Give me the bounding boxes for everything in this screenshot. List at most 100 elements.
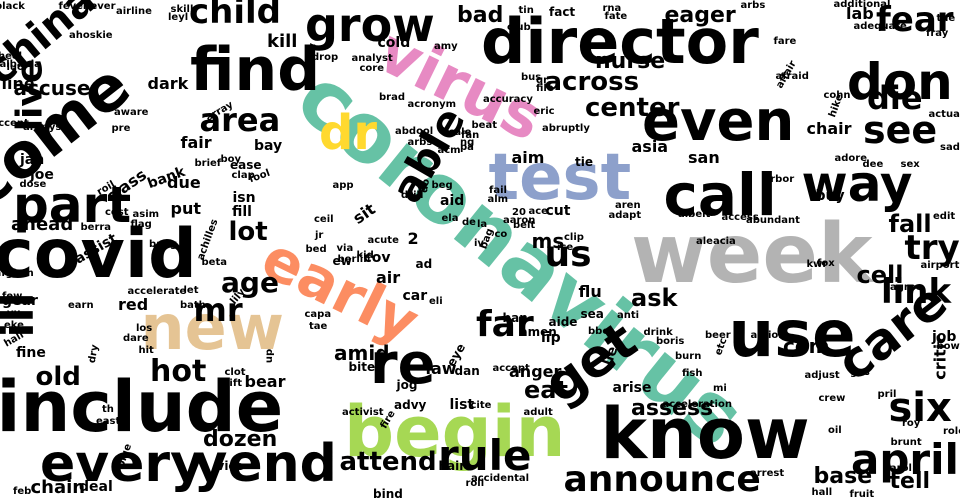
cloud-word: base — [813, 464, 873, 489]
cloud-word: arbs — [740, 0, 766, 11]
cloud-word: arbs — [407, 137, 433, 148]
cloud-word: eager — [664, 3, 736, 28]
cloud-word: job — [932, 329, 957, 345]
cloud-word: anti — [617, 310, 640, 321]
cloud-word: skill — [170, 4, 194, 15]
cloud-word: carol — [884, 463, 912, 474]
cloud-word: accidental — [471, 473, 530, 484]
cloud-word: mr — [193, 291, 243, 329]
cloud-word: chain — [30, 477, 86, 498]
cloud-word: clot — [224, 367, 246, 378]
cloud-word: fine — [16, 345, 46, 361]
cloud-word: buy — [815, 188, 845, 204]
cloud-word: adult — [523, 407, 553, 418]
cloud-word: cale — [448, 127, 472, 138]
cloud-word: six — [888, 385, 952, 431]
cloud-word: berlin — [337, 254, 371, 265]
cloud-word: sad — [940, 142, 960, 153]
cloud-word: cut — [545, 203, 571, 219]
cloud-word: los — [136, 323, 153, 334]
cloud-word: accept — [492, 363, 530, 374]
cloud-word: die — [867, 79, 923, 117]
cloud-word: cost — [105, 207, 129, 218]
cloud-word: beg — [431, 180, 453, 191]
cloud-word: ahead — [11, 214, 74, 235]
cloud-word: ever — [90, 1, 116, 12]
cloud-word: gas — [850, 367, 870, 378]
cloud-word: dark — [147, 74, 189, 93]
cloud-word: try — [904, 228, 960, 268]
cloud-word: burn — [675, 351, 702, 362]
cloud-word: crew — [818, 393, 846, 404]
cloud-word: grow — [305, 0, 435, 52]
cloud-word: eric — [533, 106, 555, 117]
cloud-word: hall — [811, 487, 833, 498]
cloud-word: fair — [180, 133, 212, 152]
cloud-word: adequate — [853, 21, 907, 32]
cloud-word: drop — [312, 52, 339, 63]
cloud-word: cohn — [823, 90, 851, 101]
cloud-word: every — [40, 434, 204, 494]
cloud-word: aide — [548, 315, 578, 329]
cloud-word: ceil — [314, 214, 334, 225]
cloud-word: joe — [30, 167, 54, 183]
cloud-word: ela — [441, 213, 459, 224]
cloud-word: aware — [114, 107, 149, 118]
cloud-word: due — [167, 173, 201, 192]
cloud-word: tie — [575, 155, 593, 169]
cloud-word: kill — [267, 31, 298, 52]
cloud-word: pre — [111, 123, 131, 134]
cloud-word: flu — [578, 282, 602, 301]
cloud-word: san — [688, 148, 720, 167]
cloud-word: new — [140, 291, 284, 364]
cloud-word: law — [425, 359, 457, 378]
cloud-word: old — [35, 362, 81, 392]
cloud-word: fall — [888, 210, 932, 238]
cloud-word: de — [462, 217, 476, 228]
cloud-word: lab — [846, 4, 874, 23]
cloud-word: fill — [232, 204, 252, 220]
cloud-word: capa — [304, 309, 332, 320]
cloud-word: tue — [936, 13, 956, 24]
cloud-word: fate — [604, 11, 628, 22]
cloud-word: bad — [457, 3, 504, 28]
cloud-word: fact — [549, 5, 576, 19]
cloud-word: jan — [20, 152, 45, 168]
cloud-word: cold — [377, 35, 411, 51]
cloud-word: april — [851, 435, 959, 484]
cloud-word: arise — [612, 380, 652, 396]
cloud-word: yu — [7, 308, 21, 319]
cloud-word: asim — [132, 209, 160, 220]
cloud-word: berra — [80, 222, 112, 233]
cloud-word: activist — [342, 407, 384, 418]
cloud-word: red — [118, 295, 149, 314]
cloud-word: assess — [631, 396, 714, 421]
cloud-word: re — [370, 332, 436, 397]
cloud-word: tin — [518, 5, 534, 16]
cloud-word: arrest — [750, 468, 785, 479]
cloud-word: dry — [86, 343, 101, 365]
cloud-word: aim — [511, 148, 545, 167]
cloud-word: eli — [429, 296, 443, 307]
cloud-word: roll — [465, 478, 485, 489]
cloud-word: use — [728, 298, 856, 372]
cloud-word: aleacia — [696, 236, 736, 247]
cloud-word: aaron — [503, 215, 536, 226]
cloud-word: brief — [194, 158, 222, 169]
cloud-word: role — [943, 426, 960, 437]
cloud-word: fish — [682, 368, 703, 379]
cloud-word: ease — [230, 158, 262, 172]
cloud-word: rna — [602, 3, 622, 14]
cloud-word: dare — [123, 333, 149, 344]
cloud-word: iv — [474, 238, 484, 249]
cloud-word: dan — [454, 364, 480, 378]
cloud-word: albania — [0, 59, 41, 70]
cloud-word: cov — [363, 250, 391, 266]
cloud-word: kwr — [806, 259, 828, 270]
cloud-word: additional — [833, 0, 891, 10]
cloud-word: beer — [705, 330, 731, 341]
cloud-word: bay — [254, 138, 283, 154]
cloud-word: aren — [615, 200, 641, 211]
cloud-word: vice — [216, 459, 244, 473]
